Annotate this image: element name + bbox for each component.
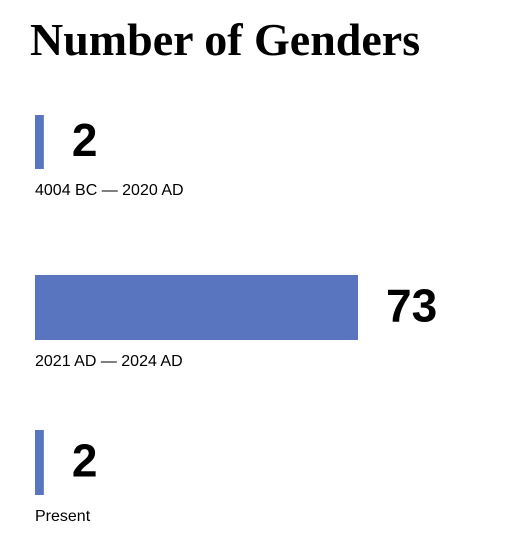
category-label: 4004 BC — 2020 AD bbox=[35, 182, 184, 199]
value-label: 2 bbox=[72, 435, 98, 487]
bar bbox=[35, 275, 358, 340]
bar bbox=[35, 115, 44, 169]
category-label: 2021 AD — 2024 AD bbox=[35, 353, 183, 370]
chart-title: Number of Genders bbox=[30, 14, 420, 65]
value-label: 2 bbox=[72, 114, 98, 166]
category-label: Present bbox=[35, 508, 91, 525]
bar bbox=[35, 430, 44, 495]
value-label: 73 bbox=[386, 280, 437, 332]
